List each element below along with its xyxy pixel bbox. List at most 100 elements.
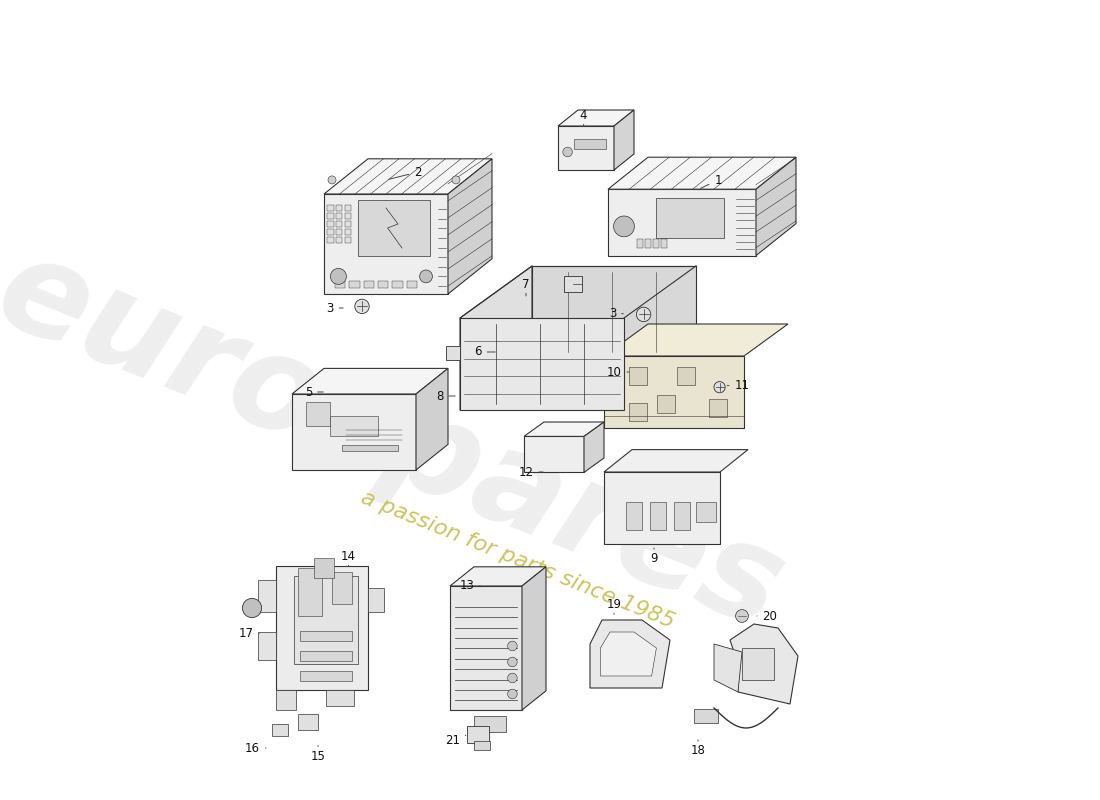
Polygon shape bbox=[656, 198, 724, 238]
Polygon shape bbox=[294, 576, 358, 664]
Polygon shape bbox=[344, 238, 351, 242]
Circle shape bbox=[330, 268, 346, 284]
Polygon shape bbox=[342, 445, 398, 451]
Polygon shape bbox=[448, 158, 492, 294]
Polygon shape bbox=[300, 671, 352, 681]
Circle shape bbox=[563, 147, 572, 157]
Polygon shape bbox=[324, 194, 448, 294]
Polygon shape bbox=[332, 572, 352, 604]
Polygon shape bbox=[629, 367, 647, 385]
Polygon shape bbox=[604, 324, 788, 356]
Polygon shape bbox=[624, 266, 696, 410]
Circle shape bbox=[328, 176, 336, 184]
Text: 4: 4 bbox=[580, 109, 587, 126]
Polygon shape bbox=[756, 157, 796, 256]
Polygon shape bbox=[661, 238, 667, 248]
Text: 6: 6 bbox=[474, 346, 495, 358]
Text: 15: 15 bbox=[310, 746, 326, 762]
Polygon shape bbox=[460, 358, 696, 410]
Circle shape bbox=[452, 176, 460, 184]
Polygon shape bbox=[460, 318, 624, 410]
Circle shape bbox=[507, 642, 517, 651]
Polygon shape bbox=[407, 282, 417, 288]
Polygon shape bbox=[344, 222, 351, 227]
Polygon shape bbox=[730, 624, 798, 704]
Polygon shape bbox=[334, 282, 345, 288]
Text: 14: 14 bbox=[341, 550, 356, 566]
Polygon shape bbox=[306, 402, 330, 426]
Polygon shape bbox=[650, 502, 666, 530]
Polygon shape bbox=[474, 717, 506, 733]
Polygon shape bbox=[336, 222, 342, 227]
Polygon shape bbox=[300, 651, 352, 661]
Polygon shape bbox=[710, 399, 727, 417]
Polygon shape bbox=[629, 403, 647, 421]
Polygon shape bbox=[378, 282, 388, 288]
Polygon shape bbox=[657, 395, 674, 413]
Polygon shape bbox=[646, 238, 651, 248]
Polygon shape bbox=[336, 206, 342, 210]
Text: 10: 10 bbox=[606, 366, 629, 378]
Polygon shape bbox=[298, 568, 322, 616]
Text: 5: 5 bbox=[305, 386, 323, 398]
Polygon shape bbox=[336, 238, 342, 242]
Polygon shape bbox=[364, 282, 374, 288]
Polygon shape bbox=[276, 566, 369, 690]
Polygon shape bbox=[524, 422, 604, 437]
Polygon shape bbox=[327, 238, 333, 242]
Circle shape bbox=[637, 307, 651, 322]
Polygon shape bbox=[460, 266, 532, 410]
Text: 17: 17 bbox=[239, 627, 260, 640]
Text: a passion for parts since 1985: a passion for parts since 1985 bbox=[359, 488, 678, 632]
Polygon shape bbox=[450, 566, 546, 586]
Text: 8: 8 bbox=[436, 390, 455, 402]
Polygon shape bbox=[522, 566, 546, 710]
Polygon shape bbox=[326, 690, 354, 706]
Polygon shape bbox=[258, 580, 276, 612]
Polygon shape bbox=[626, 502, 642, 530]
Polygon shape bbox=[336, 214, 342, 218]
Polygon shape bbox=[608, 157, 796, 190]
Polygon shape bbox=[416, 368, 448, 470]
Polygon shape bbox=[344, 206, 351, 210]
Polygon shape bbox=[590, 620, 670, 688]
Polygon shape bbox=[558, 110, 634, 126]
Polygon shape bbox=[276, 690, 296, 710]
Polygon shape bbox=[344, 214, 351, 218]
Polygon shape bbox=[614, 110, 634, 170]
Polygon shape bbox=[336, 230, 342, 235]
Polygon shape bbox=[327, 206, 333, 210]
Polygon shape bbox=[714, 644, 742, 692]
Polygon shape bbox=[300, 631, 352, 641]
Polygon shape bbox=[637, 238, 642, 248]
Text: 7: 7 bbox=[522, 278, 530, 296]
Polygon shape bbox=[474, 741, 490, 750]
Polygon shape bbox=[674, 502, 690, 530]
Polygon shape bbox=[368, 588, 384, 612]
Polygon shape bbox=[694, 709, 718, 723]
Polygon shape bbox=[327, 230, 333, 235]
Text: 3: 3 bbox=[608, 307, 624, 320]
Circle shape bbox=[242, 598, 262, 618]
Text: 19: 19 bbox=[606, 598, 621, 614]
Circle shape bbox=[736, 610, 748, 622]
Polygon shape bbox=[324, 158, 492, 194]
Polygon shape bbox=[393, 282, 403, 288]
Polygon shape bbox=[344, 230, 351, 235]
Polygon shape bbox=[653, 238, 659, 248]
Text: 11: 11 bbox=[727, 379, 749, 392]
Text: 20: 20 bbox=[757, 610, 778, 622]
Polygon shape bbox=[298, 714, 318, 730]
Polygon shape bbox=[466, 726, 490, 743]
Polygon shape bbox=[601, 632, 657, 676]
Polygon shape bbox=[327, 222, 333, 227]
Text: 13: 13 bbox=[460, 579, 480, 592]
Text: 1: 1 bbox=[701, 174, 722, 188]
Polygon shape bbox=[524, 437, 584, 472]
Polygon shape bbox=[532, 266, 696, 358]
Circle shape bbox=[507, 658, 517, 667]
Polygon shape bbox=[604, 472, 721, 544]
Text: 12: 12 bbox=[518, 466, 543, 478]
Polygon shape bbox=[608, 190, 756, 256]
Polygon shape bbox=[349, 282, 360, 288]
